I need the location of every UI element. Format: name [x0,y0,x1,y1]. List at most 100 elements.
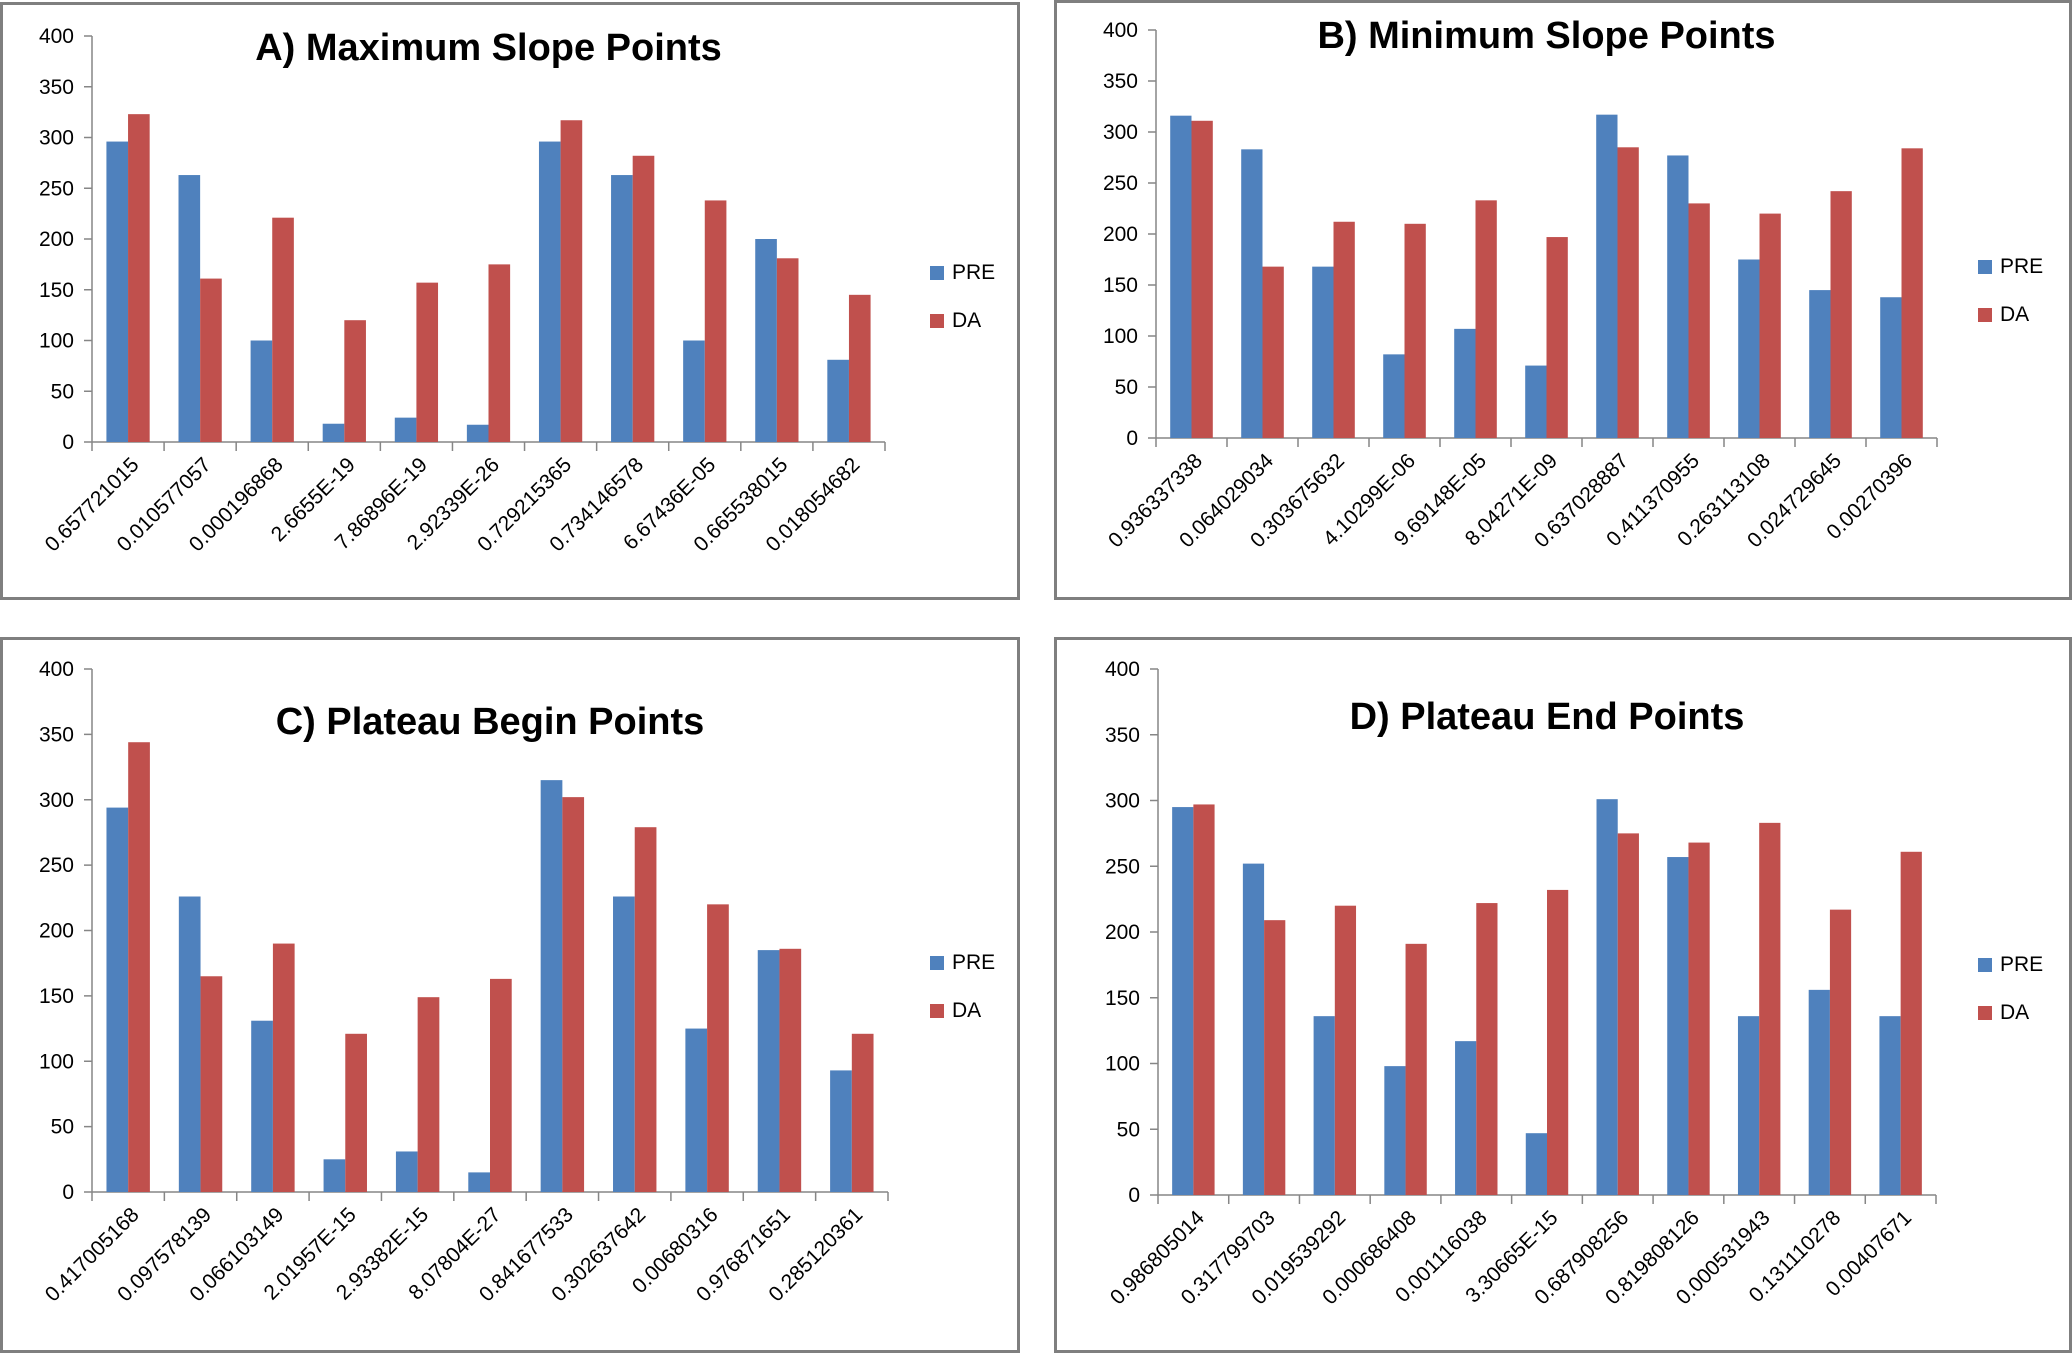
bar-pre [1596,799,1618,1195]
bar-da [707,904,729,1192]
bar-pre [830,1070,852,1192]
bar-pre [540,780,563,1192]
bar-da [1264,920,1286,1195]
y-tick-label: 150 [39,985,74,1008]
bar-da [1617,833,1639,1195]
bar-da [128,114,150,442]
bar-da [1617,147,1639,439]
y-tick-label: 50 [1115,376,1138,399]
bar-pre [1525,365,1547,438]
bar-pre [1242,863,1265,1195]
bar-pre [611,175,633,442]
bar-da [1334,905,1357,1195]
bar-pre [1667,857,1689,1195]
y-tick-label: 100 [1103,325,1138,348]
bar-da [1688,842,1710,1195]
bar-da [272,217,294,442]
bar-pre [685,1028,708,1192]
bar-da [1262,266,1284,438]
bar-pre [250,340,273,442]
y-tick-label: 250 [1105,855,1140,878]
bar-da [417,997,440,1192]
bar-da [1193,804,1215,1195]
y-tick-label: 300 [1105,790,1140,813]
legend-label-da: DA [952,999,981,1022]
bar-pre [1241,149,1263,438]
bar-pre [1880,297,1902,438]
bar-da [1547,889,1569,1195]
bar-da [344,320,366,442]
bar-pre [683,340,705,442]
y-tick-label: 350 [1103,70,1138,93]
bar-da [776,258,799,442]
bar-pre [1170,115,1192,439]
y-tick-label: 0 [1126,427,1138,450]
chart-panel-a: 0 50 100 150 200 250 300 350 400 0.657721015 0.010… [0,2,1020,600]
bar-pre [178,175,201,442]
bar-pre [106,141,129,442]
bar-pre [1596,114,1618,438]
y-tick-label: 350 [39,723,74,746]
bar-da [200,278,222,442]
bar-pre [323,1159,346,1192]
bar-da [1900,851,1922,1195]
bar-pre [757,950,780,1192]
legend-label-pre: PRE [952,261,995,284]
bar-pre [251,1020,273,1192]
bar-pre [1383,354,1405,438]
bar-da [1759,213,1781,438]
bar-da [272,943,295,1192]
bar-da [1191,120,1213,438]
bar-pre [1172,807,1194,1195]
bar-da [1759,822,1781,1195]
bar-pre [1809,290,1831,438]
y-tick-label: 200 [1103,223,1138,246]
bar-da [416,282,439,442]
y-tick-label: 200 [39,228,74,251]
bar-pre [1313,1016,1335,1195]
bar-da [1830,191,1852,438]
bar-pre [1808,989,1830,1195]
legend-label-pre: PRE [2000,255,2043,278]
bar-da [634,827,657,1192]
legend-swatch-da [930,1004,944,1018]
y-tick-label: 250 [39,177,74,200]
chart-c-svg: 0501001502002503003504000.4170051680.097… [0,637,1020,1353]
y-tick-label: 250 [1103,172,1138,195]
legend-label-da: DA [952,309,981,332]
bar-da [560,120,583,443]
y-tick-label: 400 [39,25,74,48]
bar-pre [1454,328,1476,438]
chart-panel-b: 0 50 100 150 200 250 300 350 400 0.936337338 0.064… [1054,0,2072,600]
bar-da [1901,148,1923,438]
bar-da [345,1033,367,1192]
bar-da [851,1033,874,1192]
bar-da [1405,943,1427,1195]
chart-panel-c: 0 50 100 150 200 250 300 350 400 0.417005168 0.097… [0,637,1020,1353]
y-tick-label: 300 [39,127,74,150]
legend-swatch-pre [930,956,944,970]
y-tick-label: 300 [1103,121,1138,144]
y-tick-label: 350 [39,76,74,99]
bar-pre [468,1172,490,1192]
legend-label-da: DA [2000,303,2029,326]
bar-pre [395,1151,418,1192]
bar-da [1475,200,1497,438]
bar-pre [1879,1016,1901,1195]
bar-pre [1738,259,1760,438]
y-tick-label: 300 [39,789,74,812]
y-tick-label: 150 [1105,987,1140,1010]
bar-da [704,200,727,442]
y-tick-label: 400 [1103,19,1138,42]
chart-title-b: B) Minimum Slope Points [1317,15,1775,57]
chart-title-d: D) Plateau End Points [1350,696,1745,738]
y-tick-label: 400 [39,658,74,681]
legend-swatch-da [1978,1006,1992,1020]
legend-swatch-da [930,314,944,328]
legend-label-da: DA [2000,1001,2029,1024]
bar-pre [466,424,489,442]
bar-da [779,948,802,1192]
bar-da [562,797,585,1192]
bar-da [200,976,223,1192]
y-tick-label: 100 [1105,1053,1140,1076]
